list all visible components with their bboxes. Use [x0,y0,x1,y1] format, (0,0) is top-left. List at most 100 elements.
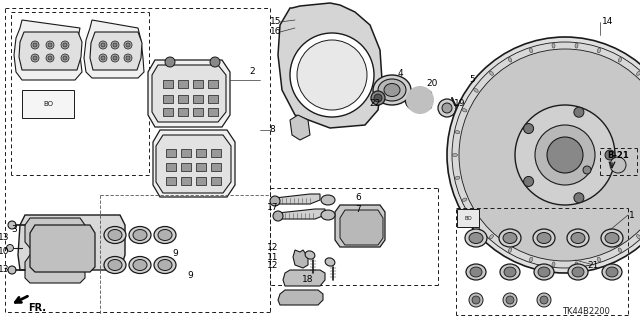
Ellipse shape [618,248,622,253]
Bar [181,149,191,157]
Text: 8: 8 [269,125,275,135]
Bar [208,80,218,88]
Circle shape [297,40,367,110]
Circle shape [535,125,595,185]
Text: 21: 21 [588,261,598,270]
Ellipse shape [469,233,483,243]
Circle shape [524,123,534,134]
Bar [166,149,176,157]
Ellipse shape [606,267,618,277]
Ellipse shape [321,195,335,205]
Text: 6: 6 [355,194,361,203]
Circle shape [290,33,374,117]
Ellipse shape [108,259,122,271]
Ellipse shape [108,229,122,241]
Bar [196,177,206,185]
Text: 13: 13 [0,265,10,275]
Text: BO: BO [43,101,53,107]
Ellipse shape [529,257,532,262]
Ellipse shape [538,267,550,277]
Circle shape [111,54,119,62]
Text: 2: 2 [249,68,255,77]
Circle shape [165,57,175,67]
Ellipse shape [133,229,147,241]
Bar [181,177,191,185]
Circle shape [583,166,591,174]
Circle shape [46,54,54,62]
Circle shape [515,105,615,205]
Circle shape [506,296,514,304]
Circle shape [472,296,480,304]
Bar [166,177,176,185]
Text: 12: 12 [268,243,278,253]
Circle shape [452,42,640,268]
Polygon shape [278,209,325,219]
Text: 13: 13 [0,233,10,241]
Ellipse shape [575,43,578,48]
Ellipse shape [384,84,400,97]
Text: B-21: B-21 [607,151,629,160]
Ellipse shape [129,226,151,243]
Ellipse shape [154,256,176,273]
Polygon shape [25,218,85,248]
Circle shape [99,54,107,62]
Polygon shape [293,250,308,268]
Ellipse shape [305,251,315,259]
Ellipse shape [490,71,493,75]
Circle shape [574,107,584,117]
Ellipse shape [503,233,517,243]
Ellipse shape [504,267,516,277]
Ellipse shape [567,229,589,247]
Text: 4: 4 [397,70,403,78]
Ellipse shape [158,229,172,241]
Circle shape [459,49,640,261]
Polygon shape [283,270,325,286]
Ellipse shape [508,57,512,62]
Polygon shape [90,32,142,70]
Bar [193,108,203,116]
Circle shape [6,244,13,251]
Bar [196,163,206,171]
Polygon shape [156,135,231,193]
Circle shape [447,37,640,273]
Ellipse shape [129,256,151,273]
Ellipse shape [378,79,406,101]
Ellipse shape [601,229,623,247]
Text: 7: 7 [355,205,361,214]
Text: 18: 18 [302,276,314,285]
Ellipse shape [104,226,126,243]
Circle shape [46,41,54,49]
Circle shape [101,43,105,47]
Text: 5: 5 [469,76,475,85]
Ellipse shape [465,229,487,247]
Ellipse shape [575,262,578,267]
Circle shape [503,293,517,307]
Ellipse shape [158,259,172,271]
Bar [181,163,191,171]
Circle shape [101,56,105,60]
Ellipse shape [499,229,521,247]
Text: 20: 20 [426,78,438,87]
Ellipse shape [605,233,619,243]
Circle shape [374,94,382,102]
Bar [178,80,188,88]
Text: 12: 12 [268,261,278,270]
Text: 17: 17 [268,204,279,212]
Ellipse shape [455,130,460,134]
Bar [163,80,173,88]
Ellipse shape [321,210,335,220]
Circle shape [48,56,52,60]
Text: 15: 15 [270,18,282,26]
Ellipse shape [571,233,585,243]
Text: FR.: FR. [28,303,46,313]
Circle shape [605,150,615,160]
Circle shape [113,43,117,47]
Ellipse shape [529,48,532,53]
Ellipse shape [455,176,460,179]
Ellipse shape [637,71,640,75]
Ellipse shape [537,233,551,243]
Ellipse shape [462,108,467,112]
Polygon shape [84,20,144,78]
Circle shape [540,296,548,304]
Circle shape [273,211,283,221]
